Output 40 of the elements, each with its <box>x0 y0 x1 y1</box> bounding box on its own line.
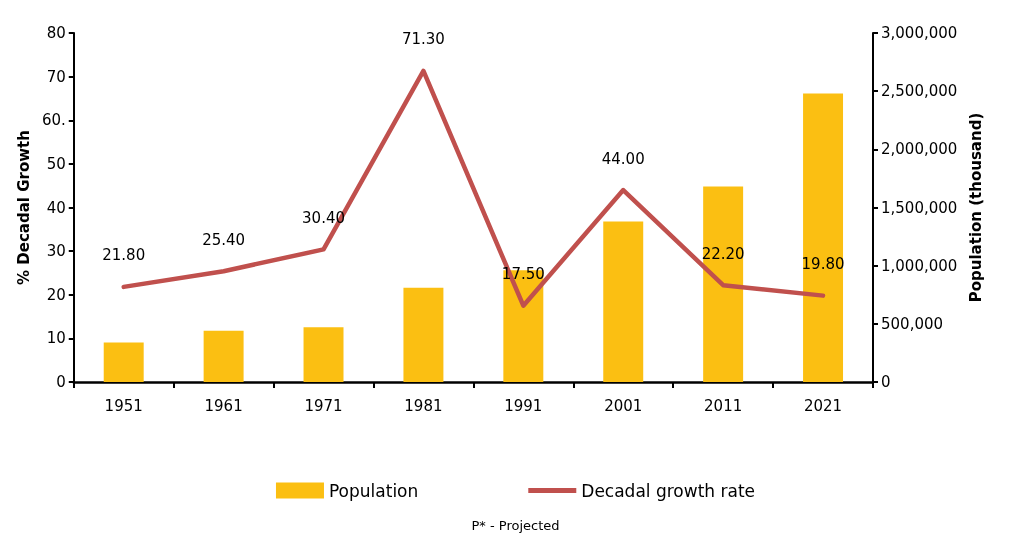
data-label: 44.00 <box>601 149 645 168</box>
x-tick-label: 1981 <box>404 396 443 415</box>
y2-tick-label: 2,500,000 <box>881 82 958 101</box>
y-tick-label: 80 <box>46 24 66 42</box>
y2-tick-label: 1,500,000 <box>881 198 958 217</box>
legend-label: Decadal growth rate <box>581 480 756 501</box>
y-tick-label: 20 <box>46 285 66 304</box>
bar <box>603 221 644 382</box>
y-axis-title: % Decadal Growth <box>14 130 33 285</box>
bar <box>203 330 244 382</box>
bar <box>803 93 844 382</box>
bar <box>103 342 144 382</box>
x-tick-label: 1991 <box>504 396 543 415</box>
data-label: 21.80 <box>102 246 146 265</box>
y-tick-label: 10 <box>46 329 66 348</box>
y2-tick-label: 500,000 <box>881 314 944 333</box>
y2-axis-title: Population (thousand) <box>966 112 985 303</box>
y-tick-label: 50 <box>46 154 66 173</box>
y2-tick-label: 0 <box>881 373 891 391</box>
bar <box>703 186 744 382</box>
y-tick-label: 70 <box>46 67 66 86</box>
data-label: 25.40 <box>202 230 246 249</box>
y-tick-label: 40 <box>46 198 66 217</box>
x-tick-label: 1971 <box>304 396 343 415</box>
x-tick-label: 2011 <box>704 396 743 415</box>
x-tick-label: 2021 <box>803 396 843 415</box>
y2-tick-label: 1,000,000 <box>881 256 958 275</box>
data-label: 71.30 <box>401 30 445 49</box>
y-tick-label: 30 <box>46 242 66 261</box>
x-tick-label: 1961 <box>204 396 243 415</box>
y2-tick-label: 2,000,000 <box>881 140 958 159</box>
text: P* - Projected <box>471 518 560 533</box>
bar <box>303 327 344 382</box>
bar <box>403 287 444 382</box>
x-tick-label: 2001 <box>604 396 643 415</box>
y2-tick-label: 3,000,000 <box>881 24 958 42</box>
x-tick-label: 1951 <box>104 396 143 415</box>
y-tick-label: 60. <box>41 111 66 130</box>
y-tick-label: 0 <box>56 373 66 391</box>
legend-label: Population <box>328 480 419 501</box>
